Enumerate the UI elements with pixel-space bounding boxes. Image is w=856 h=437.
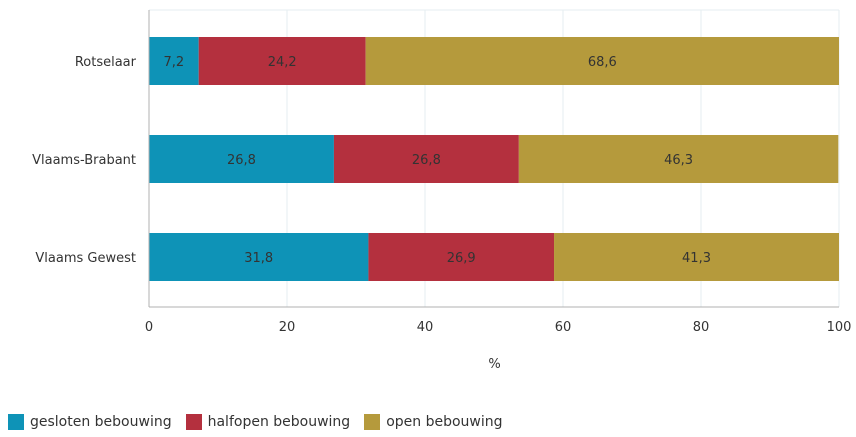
bar-segment	[333, 135, 519, 183]
data-label: 24,2	[268, 55, 297, 70]
category-label: Vlaams Gewest	[35, 251, 136, 266]
x-tick-label: 40	[417, 320, 434, 335]
chart: 7,2 24,2 68,6 Rotselaar 26,8 26,8 46,3 Vlaams-B…	[32, 9, 852, 372]
data-label: 26,8	[412, 153, 441, 168]
bar-segment	[149, 135, 334, 183]
legend-swatch	[8, 414, 24, 430]
legend-label: open bebouwing	[386, 414, 503, 430]
legend-label: gesloten bebouwing	[30, 414, 172, 430]
legend-swatch	[185, 414, 202, 430]
category-label: Vlaams-Brabant	[32, 153, 136, 168]
data-label: 31,8	[244, 251, 273, 266]
data-label: 7,2	[163, 55, 184, 70]
data-label: 68,6	[588, 55, 617, 70]
bar-segment	[368, 233, 555, 281]
legend-item[interactable]: open bebouwing	[364, 414, 503, 430]
data-label: 26,8	[227, 153, 256, 168]
data-label: 26,9	[447, 251, 476, 266]
data-label: 46,3	[664, 153, 693, 168]
bar-segment	[365, 37, 839, 85]
x-tick-label: 0	[145, 320, 153, 335]
legend-label: halfopen bebouwing	[207, 414, 351, 430]
bar-segment	[554, 233, 839, 281]
bar-segment	[518, 135, 839, 183]
legend: gesloten bebouwing halfopen bebouwing open…	[8, 412, 503, 432]
bar-segment	[149, 233, 369, 281]
legend-swatch	[364, 414, 381, 430]
x-tick-label: 60	[555, 320, 572, 335]
legend-item[interactable]: gesloten bebouwing	[8, 414, 172, 430]
data-label: 41,3	[682, 251, 711, 266]
x-tick-label: 20	[279, 320, 296, 335]
category-label: Rotselaar	[75, 55, 137, 70]
x-tick-label: 100	[827, 320, 852, 335]
legend-item[interactable]: halfopen bebouwing	[185, 414, 351, 430]
x-axis-title: %	[488, 357, 500, 372]
bar-segment	[149, 37, 199, 85]
x-tick-label: 80	[693, 320, 710, 335]
bar-segment	[198, 37, 366, 85]
